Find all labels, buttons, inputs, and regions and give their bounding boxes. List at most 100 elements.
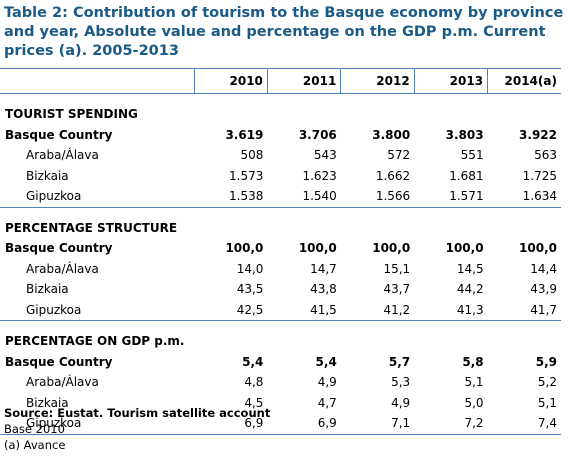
- row-label: Basque Country: [5, 241, 113, 256]
- table-title: Table 2: Contribution of tourism to the …: [4, 5, 564, 59]
- table-row: Araba/Álava 4,8 4,9 5,3 5,1 5,2: [0, 372, 561, 393]
- data-cell: 4,5: [244, 395, 264, 410]
- row-label: Gipuzkoa: [26, 189, 82, 204]
- row-label: Basque Country: [5, 354, 113, 369]
- column-header: 2011: [266, 68, 341, 94]
- data-cell: 14,4: [530, 261, 557, 276]
- data-cell: 572: [387, 148, 411, 163]
- data-cell: 5,1: [464, 375, 484, 390]
- data-cell: 42,5: [236, 302, 264, 317]
- table-row: Bizkaia 4,5 4,7 4,9 5,0 5,1: [0, 393, 561, 414]
- data-cell: 14,7: [310, 261, 337, 276]
- data-cell: 14,5: [456, 261, 484, 276]
- data-cell: 100,0: [298, 241, 337, 256]
- data-cell: 43,5: [236, 282, 264, 297]
- table-row: Bizkaia 43,5 43,8 43,7 44,2 43,9: [0, 279, 561, 300]
- spacer-cell: [0, 206, 561, 218]
- data-cell: 5,3: [391, 375, 411, 390]
- section-heading-row: PERCENTAGE ON GDP p.m.: [0, 331, 561, 352]
- row-label: Araba/Álava: [26, 261, 99, 276]
- data-cell: 7,4: [487, 413, 561, 435]
- data-cell: 43,7: [383, 282, 411, 297]
- source-note: Source: Eustat. Tourism satellite accoun…: [4, 406, 271, 420]
- data-cell: 41,5: [310, 302, 337, 317]
- data-cell: 563: [534, 148, 557, 163]
- data-cell: 3.922: [519, 127, 557, 142]
- header-blank: [0, 68, 195, 94]
- data-cell: 551: [460, 148, 484, 163]
- table-row: Basque Country 5,4 5,4 5,7 5,8 5,9: [0, 352, 561, 373]
- column-header: 2010: [193, 68, 268, 94]
- row-label: Araba/Álava: [26, 148, 99, 163]
- data-cell: 508: [240, 148, 264, 163]
- row-label: Bizkaia: [26, 395, 69, 410]
- section-heading: PERCENTAGE ON GDP p.m.: [5, 334, 185, 349]
- table-row: Gipuzkoa 42,5 41,5 41,2 41,3 41,7: [0, 300, 561, 321]
- column-header: 2013: [413, 68, 488, 94]
- data-cell: 5,0: [464, 395, 484, 410]
- data-cell: 4,9: [317, 375, 337, 390]
- data-cell: 1.725: [522, 168, 557, 183]
- data-cell: 6,9: [194, 413, 268, 435]
- data-cell: 43,9: [530, 282, 557, 297]
- data-cell: 1.623: [302, 168, 337, 183]
- data-cell: 4,9: [391, 395, 411, 410]
- data-cell: 100,0: [519, 241, 557, 256]
- table-row: Gipuzkoa 1.538 1.540 1.566 1.571 1.634: [0, 186, 561, 207]
- row-label: Basque Country: [5, 127, 113, 142]
- data-cell: 6,9: [267, 413, 341, 435]
- spacer-cell: [0, 94, 561, 105]
- data-cell: 5,1: [537, 395, 557, 410]
- data-cell: 41,7: [530, 302, 557, 317]
- data-cell: 7,2: [414, 413, 488, 435]
- header-row: 2010 2011 2012 2013 2014(a): [0, 68, 561, 94]
- table-row: Bizkaia 1.573 1.623 1.662 1.681 1.725: [0, 166, 561, 187]
- data-cell: 14,0: [236, 261, 264, 276]
- data-cell: 3.800: [372, 127, 411, 142]
- data-cell: 5,2: [537, 375, 557, 390]
- data-cell: 41,3: [456, 302, 484, 317]
- spacer-row: [0, 320, 561, 331]
- data-cell: 4,7: [317, 395, 337, 410]
- data-cell: 1.566: [375, 189, 411, 204]
- table-row: Araba/Álava 14,0 14,7 15,1 14,5 14,4: [0, 259, 561, 280]
- row-label: Araba/Álava: [26, 375, 99, 390]
- data-cell: 5,7: [388, 354, 411, 369]
- data-cell: 1.573: [229, 168, 264, 183]
- data-cell: 3.619: [225, 127, 264, 142]
- data-cell: 1.538: [229, 189, 264, 204]
- table-notes: Source: Eustat. Tourism satellite accoun…: [4, 405, 270, 453]
- data-cell: 41,2: [383, 302, 411, 317]
- data-cell: 100,0: [445, 241, 484, 256]
- table-row: Basque Country 3.619 3.706 3.800 3.803 3.922: [0, 125, 561, 146]
- data-cell: 1.571: [449, 189, 484, 204]
- data-cell: 4,8: [244, 375, 264, 390]
- data-cell: 100,0: [372, 241, 411, 256]
- section-heading-row: PERCENTAGE STRUCTURE: [0, 218, 561, 239]
- spacer-cell: [0, 320, 561, 331]
- section-heading: PERCENTAGE STRUCTURE: [5, 220, 178, 235]
- data-cell: 5,4: [242, 354, 264, 369]
- footnote: (a) Avance: [4, 438, 66, 452]
- section-heading: TOURIST SPENDING: [5, 107, 138, 122]
- data-cell: 3.706: [298, 127, 337, 142]
- data-cell: 100,0: [225, 241, 264, 256]
- spacer-row: [0, 206, 561, 218]
- data-cell: 43,8: [310, 282, 337, 297]
- data-cell: 1.681: [449, 168, 484, 183]
- data-cell: 1.540: [302, 189, 337, 204]
- data-cell: 1.662: [375, 168, 411, 183]
- column-header: 2012: [340, 68, 415, 94]
- data-cell: 5,8: [462, 354, 484, 369]
- row-label: Gipuzkoa: [0, 413, 195, 435]
- table-row: Gipuzkoa 6,9 6,9 7,1 7,2 7,4: [0, 413, 561, 435]
- table-row: Basque Country 100,0 100,0 100,0 100,0 100,0: [0, 238, 561, 259]
- spacer-row: [0, 94, 561, 105]
- data-cell: 5,9: [535, 354, 557, 369]
- column-header: 2014(a): [487, 68, 561, 94]
- base-note: Base 2010: [4, 422, 65, 436]
- row-label: Bizkaia: [26, 168, 69, 183]
- table-row: Araba/Álava 508 543 572 551 563: [0, 145, 561, 166]
- data-cell: 1.634: [522, 189, 557, 204]
- data-cell: 44,2: [456, 282, 484, 297]
